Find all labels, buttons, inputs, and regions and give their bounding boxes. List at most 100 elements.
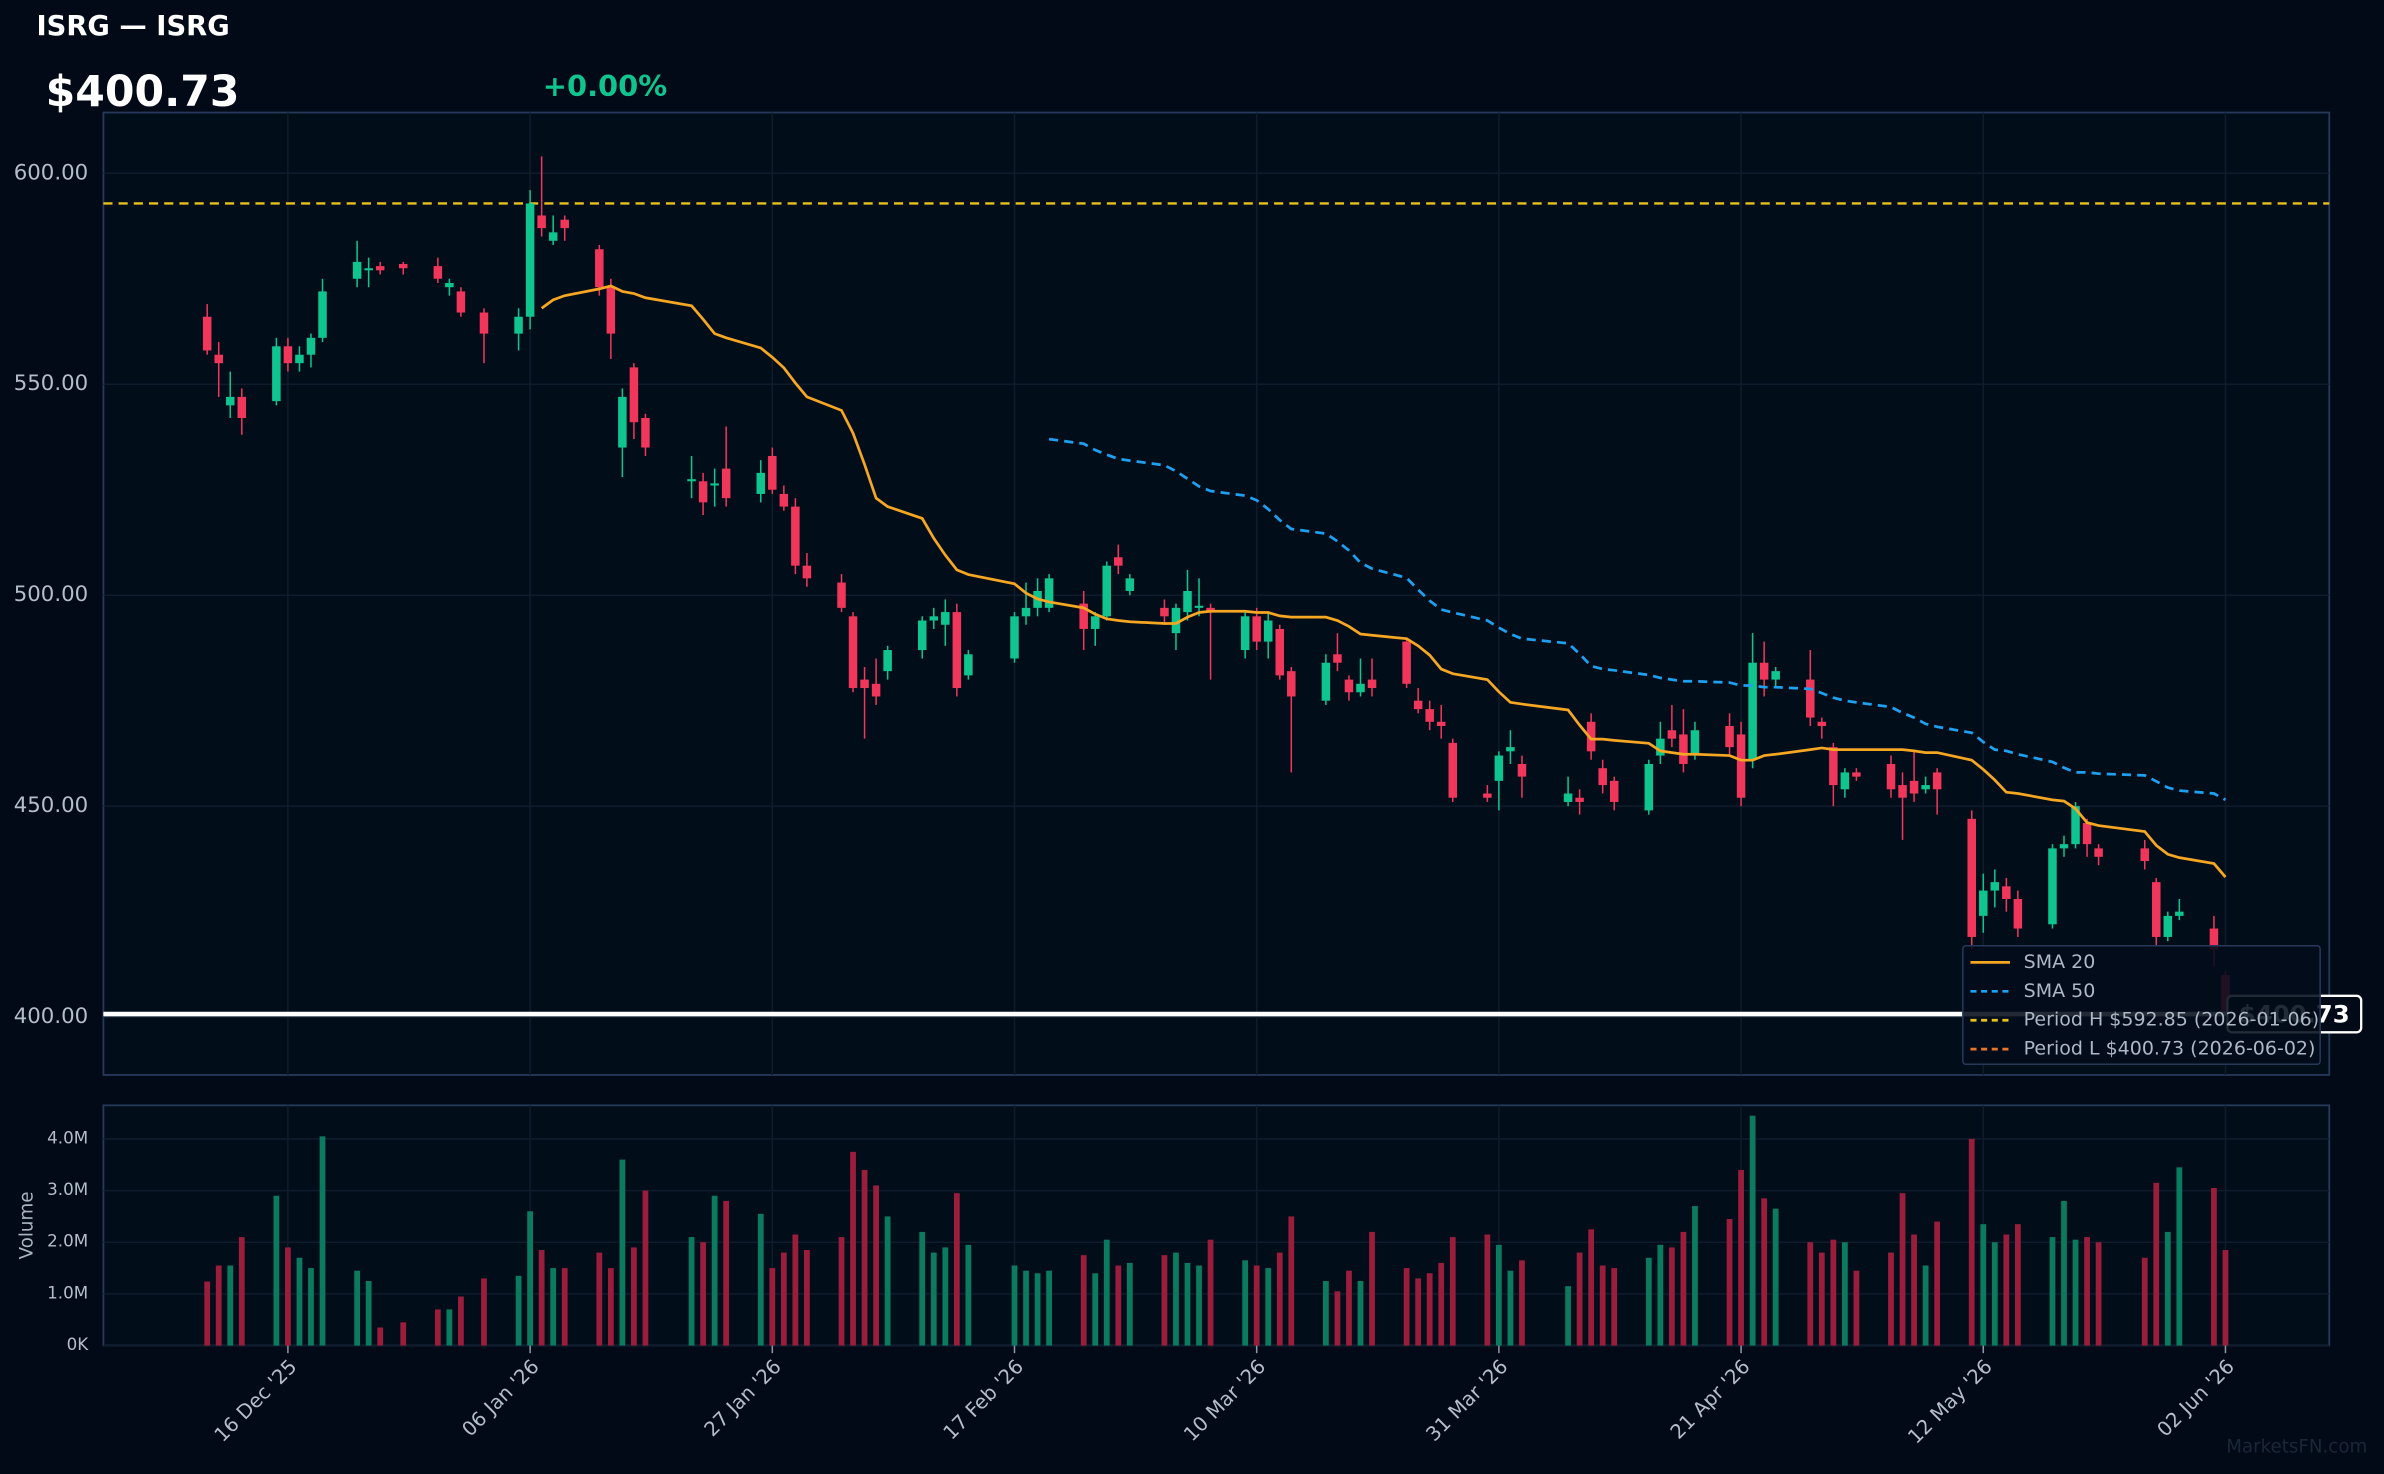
volume-bar <box>1103 1239 1110 1346</box>
volume-bar <box>1991 1242 1998 1346</box>
volume-bar <box>354 1270 361 1346</box>
y-tick-label: 450.00 <box>14 793 88 818</box>
volume-bar <box>1023 1270 1029 1346</box>
legend-box <box>1962 944 2321 1066</box>
volume-bar <box>861 1169 868 1346</box>
volume-bar <box>1184 1262 1191 1346</box>
candle-body <box>1102 565 1112 617</box>
candle-body <box>548 232 558 241</box>
volume-bar <box>1092 1273 1099 1346</box>
volume-bar <box>238 1237 245 1346</box>
volume-bar <box>1161 1255 1168 1346</box>
volume-bar <box>2072 1239 2079 1346</box>
volume-bar <box>1588 1229 1595 1346</box>
volume-bar <box>1738 1169 1744 1346</box>
y-tick-label: 600.00 <box>14 160 88 185</box>
candle-body <box>1344 679 1354 693</box>
volume-bar <box>619 1159 626 1346</box>
candle-body <box>514 316 523 334</box>
volume-bar <box>642 1190 649 1346</box>
header-title: ISRG — ISRG <box>36 11 229 42</box>
volume-bar <box>2014 1224 2021 1346</box>
volume-bar <box>308 1268 314 1346</box>
candle-body <box>1656 738 1665 756</box>
volume-bar <box>377 1327 384 1346</box>
volume-bar <box>1657 1244 1664 1346</box>
volume-bar <box>1438 1262 1445 1346</box>
candle-body <box>1921 785 1930 790</box>
volume-bar <box>1426 1273 1433 1346</box>
candle-body <box>1010 616 1019 659</box>
candle-body <box>860 679 869 689</box>
volume-bar <box>561 1268 568 1346</box>
volume-bar <box>1761 1198 1768 1346</box>
volume-bar <box>204 1281 211 1346</box>
candle-body <box>1090 616 1100 629</box>
candle-body <box>1252 616 1261 642</box>
volume-bar <box>1645 1257 1652 1346</box>
candle-body <box>1517 763 1527 777</box>
candle-body <box>237 396 247 418</box>
candle-body <box>1690 730 1700 756</box>
volume-bar <box>1576 1252 1583 1346</box>
candle-body <box>398 263 408 269</box>
volume-bar <box>1046 1270 1052 1346</box>
candle-body <box>202 316 212 351</box>
candle-body <box>1483 793 1492 798</box>
candle-body <box>1644 763 1654 811</box>
volume-bar <box>1449 1237 1456 1346</box>
volume-bar <box>723 1200 730 1346</box>
candle-body <box>1806 679 1815 718</box>
candle-body <box>2048 848 2057 925</box>
volume-bar <box>838 1237 845 1346</box>
volume-bar <box>319 1136 326 1346</box>
candle-body <box>1413 700 1423 710</box>
candle-body <box>1333 654 1342 663</box>
volume-bar <box>2003 1234 2010 1346</box>
volume-bar <box>2153 1182 2160 1346</box>
candle-body <box>1425 709 1434 722</box>
candle-body <box>2140 848 2149 862</box>
candle-body <box>1321 662 1331 701</box>
volume-bar <box>2222 1250 2229 1346</box>
candle-body <box>2163 915 2173 937</box>
candle-body <box>618 396 627 448</box>
y-tick-label: 4.0M <box>47 1127 88 1147</box>
candle-body <box>352 261 362 279</box>
sma-line <box>1048 437 2227 802</box>
volume-bar <box>1288 1216 1295 1346</box>
candle-body <box>802 565 812 579</box>
candle-body <box>1759 662 1769 680</box>
volume-bar <box>1934 1221 1941 1346</box>
candle-body <box>1402 641 1411 684</box>
candle-body <box>1044 578 1054 608</box>
candle-body <box>941 612 950 625</box>
candle-body <box>375 266 385 271</box>
volume-bar <box>1911 1234 1917 1346</box>
volume-bar <box>1980 1224 1987 1346</box>
candle-body <box>525 203 535 317</box>
volume-bar <box>884 1216 891 1346</box>
candle-body <box>272 346 281 402</box>
candle-body <box>1979 890 1988 916</box>
volume-bar <box>1807 1242 1814 1346</box>
volume-bar <box>1680 1231 1687 1346</box>
volume-bar <box>1611 1268 1618 1346</box>
candle-body <box>2094 848 2103 857</box>
volume-bar <box>434 1309 441 1346</box>
candle-body <box>952 612 962 689</box>
candle-body <box>837 582 846 608</box>
volume-bar <box>873 1185 879 1346</box>
volume-bar <box>1265 1268 1272 1346</box>
volume-bar <box>2141 1257 2148 1346</box>
volume-bar <box>792 1234 799 1346</box>
volume-bar <box>400 1322 407 1346</box>
candle-body <box>1287 671 1296 697</box>
volume-bar <box>919 1231 926 1346</box>
volume-bar <box>1772 1208 1779 1346</box>
volume-bar <box>930 1252 937 1346</box>
volume-bar <box>757 1213 764 1346</box>
candle-body <box>2152 882 2161 937</box>
candle-body <box>917 620 927 651</box>
candle-body <box>214 354 223 364</box>
